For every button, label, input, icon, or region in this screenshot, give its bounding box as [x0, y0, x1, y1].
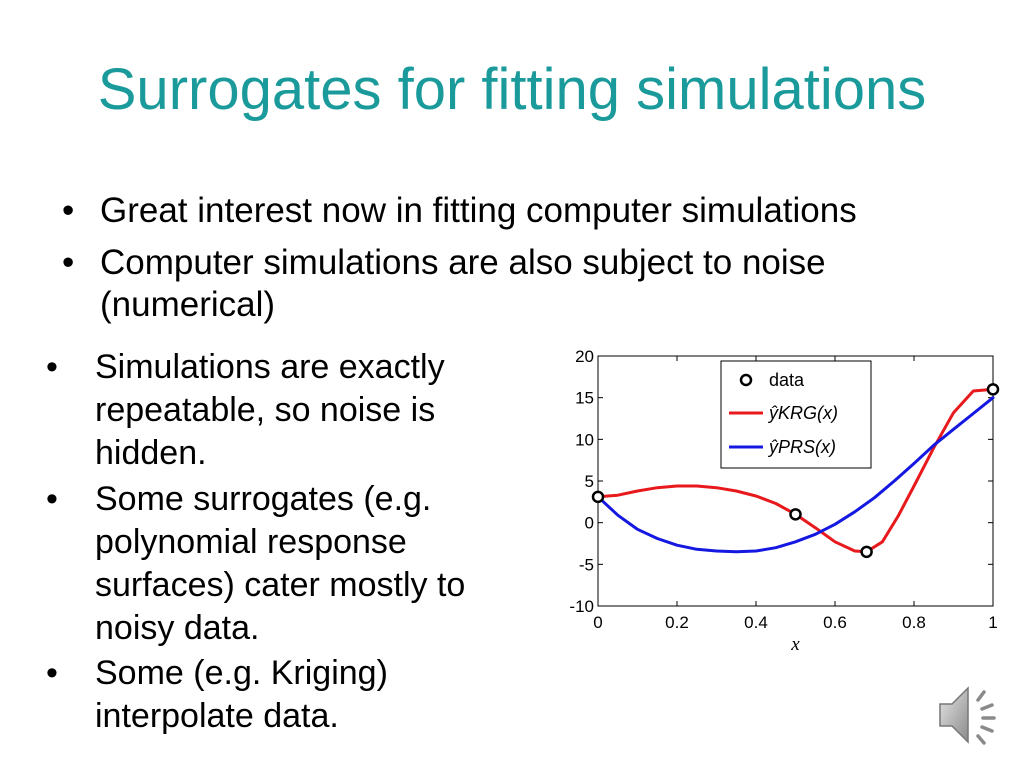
x-tick-label: 0.2 [665, 613, 689, 632]
left-bullet-list: Simulations are exactly repeatable, so n… [40, 346, 540, 741]
legend: data ŷKRG(x) ŷPRS(x) [720, 360, 872, 469]
y-tick-label: -5 [579, 555, 594, 574]
y-tick-label: 15 [575, 389, 594, 408]
data-point [860, 545, 873, 559]
bullet-item: Some surrogates (e.g. polynomial respons… [40, 478, 540, 651]
bullet-item: Some (e.g. Kriging) interpolate data. [40, 652, 540, 738]
x-tick-label: 0.8 [902, 613, 926, 632]
x-tick-label: 0.6 [823, 613, 847, 632]
y-tick-label: 5 [585, 472, 594, 491]
x-tick-label: 1 [988, 613, 997, 632]
y-tick-label: 20 [575, 347, 594, 366]
slide-title: Surrogates for fitting simulations [97, 57, 927, 122]
series-line-prs [596, 396, 995, 554]
data-point [986, 383, 1000, 396]
y-tick-label: -10 [569, 597, 594, 616]
bullet-item: Computer simulations are also subject to… [56, 242, 986, 326]
surrogate-fit-chart: 0 0.2 0.4 0.6 0.8 1 20 15 10 5 0 -5 -10 x data ŷKRG(x) ŷ… [569, 347, 1000, 655]
data-point [591, 490, 605, 504]
legend-label-prs: ŷPRS(x) [767, 437, 836, 457]
bullet-item: Simulations are exactly repeatable, so n… [40, 346, 540, 476]
y-tick-label: 10 [575, 430, 594, 449]
speaker-icon[interactable] [934, 680, 1008, 750]
legend-marker-data [739, 373, 753, 387]
top-bullet-list: Great interest now in fitting computer s… [56, 190, 986, 336]
series-line-krg [596, 387, 995, 554]
data-point [789, 508, 802, 521]
legend-label-krg: ŷKRG(x) [767, 403, 838, 423]
bullet-item: Great interest now in fitting computer s… [56, 190, 986, 232]
y-tick-label: 0 [585, 514, 594, 533]
legend-label-data: data [769, 370, 805, 390]
x-tick-label: 0 [593, 613, 602, 632]
x-tick-label: 0.4 [744, 613, 768, 632]
x-axis-label: x [790, 634, 800, 655]
